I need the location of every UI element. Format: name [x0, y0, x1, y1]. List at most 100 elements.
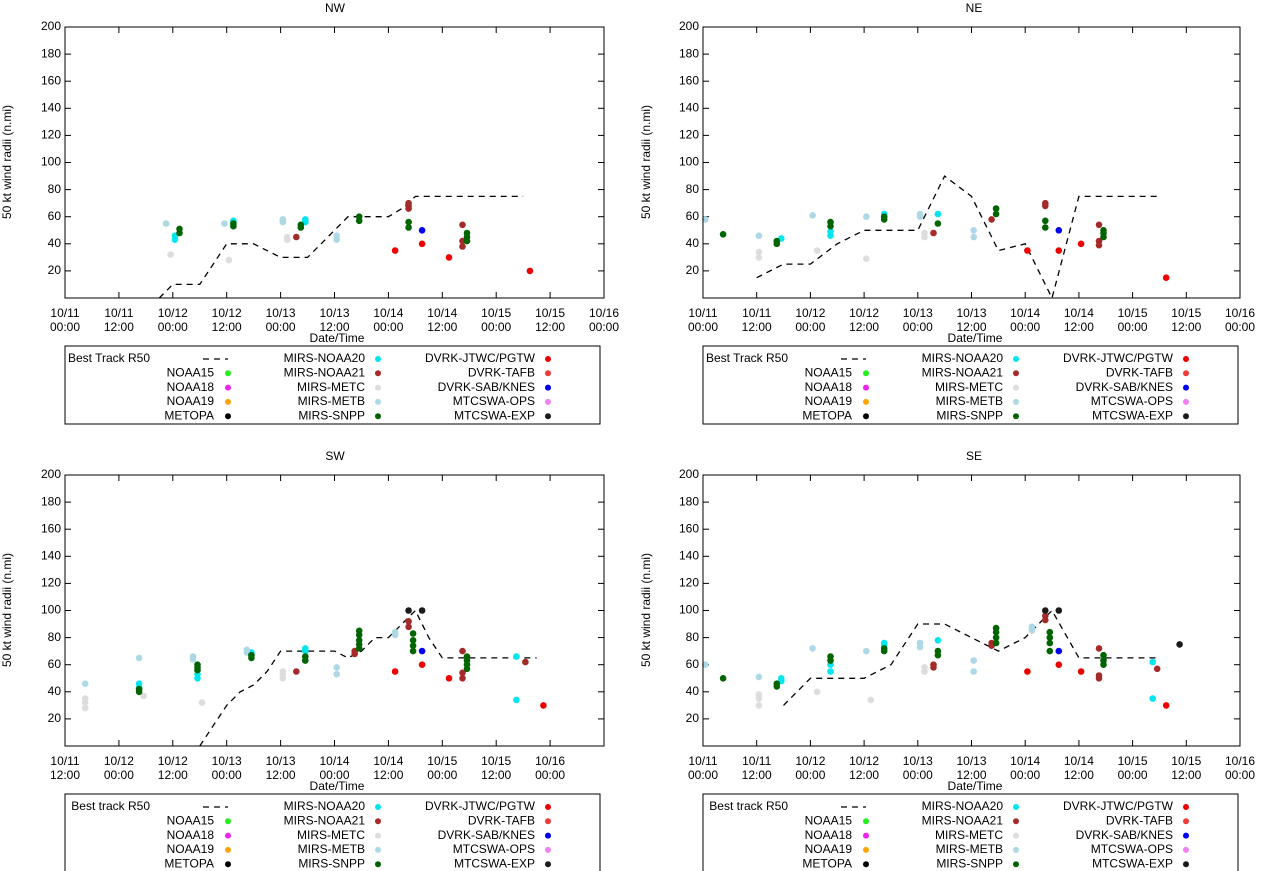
- legend-label-best-track: Best track R50: [71, 799, 150, 813]
- x-tick-label-date: 10/15: [1118, 754, 1148, 768]
- x-tick-label-date: 10/14: [427, 306, 457, 320]
- chart-panel-nw: NW 50 kt wind radii (n.mi) Date/Time 20 40 60…: [0, 1, 619, 425]
- x-tick-label-time: 12:00: [50, 768, 80, 782]
- series-dvrk-jtwc-pgtw: [1024, 240, 1170, 282]
- data-point: [867, 696, 875, 704]
- y-tick-label: 200: [41, 467, 61, 481]
- data-point: [1042, 217, 1049, 225]
- legend-marker: [545, 356, 551, 362]
- legend-label: MTCSWA-OPS: [1091, 842, 1173, 856]
- legend-marker: [375, 370, 381, 377]
- series-mirs-snpp: [135, 627, 471, 696]
- x-tick-label-date: 10/15: [427, 754, 457, 768]
- legend-label: MIRS-NOAA20: [284, 799, 366, 813]
- data-point: [522, 658, 529, 666]
- data-point: [1024, 247, 1031, 254]
- legend-label: MTCSWA-OPS: [453, 394, 535, 408]
- legend-label: NOAA15: [805, 813, 853, 827]
- data-point: [719, 231, 727, 238]
- y-tick-label: 180: [679, 494, 699, 508]
- series-mirs-metc: [755, 627, 1036, 709]
- x-tick-label-date: 10/11: [688, 306, 717, 320]
- data-point: [1077, 668, 1085, 675]
- y-tick-label: 160: [41, 73, 61, 87]
- y-tick-label: 40: [686, 236, 700, 250]
- legend-marker: [1183, 356, 1189, 362]
- data-point: [243, 646, 251, 654]
- chart-title: NE: [966, 1, 983, 15]
- data-point: [81, 680, 89, 687]
- legend-label: DVRK-SAB/KNES: [438, 828, 535, 842]
- data-point: [880, 645, 888, 652]
- legend-label: DVRK-JTWC/PGTW: [425, 351, 536, 365]
- legend-label: MIRS-METB: [936, 394, 1003, 408]
- legend-marker: [863, 398, 869, 405]
- y-tick-label: 40: [48, 684, 62, 698]
- data-point: [405, 199, 412, 207]
- data-point: [970, 227, 977, 234]
- x-tick-label-time: 00:00: [266, 320, 296, 334]
- legend-label: DVRK-JTWC/PGTW: [1063, 799, 1174, 813]
- x-tick-label-date: 10/11: [104, 306, 133, 320]
- legend-label: DVRK-SAB/KNES: [438, 380, 535, 394]
- y-axis-label: 50 kt wind radii (n.mi): [0, 105, 14, 219]
- x-tick-label-date: 10/14: [319, 754, 349, 768]
- legend-label: NOAA19: [167, 394, 215, 408]
- legend-frame: [64, 793, 601, 871]
- data-point: [863, 647, 870, 655]
- y-axis-label: 50 kt wind radii (n.mi): [639, 553, 653, 667]
- y-tick-label: 20: [686, 711, 700, 725]
- legend-label: NOAA15: [167, 365, 215, 379]
- data-point: [248, 651, 255, 659]
- data-point: [540, 702, 547, 709]
- chart-panel-sw: SW 50 kt wind radii (n.mi) Date/Time 20 40 60…: [0, 449, 605, 871]
- data-point: [463, 653, 471, 660]
- x-axis-label: Date/Time: [310, 779, 365, 793]
- x-tick-label-time: 12:00: [1064, 320, 1094, 334]
- series-mirs-metc: [755, 229, 928, 262]
- legend-marker: [1183, 846, 1189, 853]
- data-point: [135, 685, 143, 693]
- data-point: [355, 637, 363, 644]
- legend-label: MIRS-METC: [935, 828, 1003, 842]
- data-point: [930, 229, 937, 237]
- plot-frame: [64, 26, 605, 299]
- series-mirs-snpp: [176, 213, 471, 245]
- data-point: [302, 653, 309, 660]
- data-point: [773, 237, 781, 245]
- x-tick-label-time: 12:00: [956, 320, 986, 334]
- data-point: [1055, 647, 1063, 655]
- data-point: [778, 675, 785, 682]
- x-tick-label-time: 12:00: [104, 320, 134, 334]
- data-point: [140, 692, 147, 700]
- data-point: [284, 233, 291, 241]
- legend-label-best-track: Best Track R50: [706, 351, 788, 365]
- data-point: [333, 232, 341, 239]
- data-point: [1024, 668, 1031, 675]
- data-point: [755, 232, 763, 239]
- y-tick-label: 60: [686, 209, 700, 223]
- data-point: [176, 225, 183, 233]
- data-point: [755, 702, 763, 709]
- data-point: [279, 668, 287, 675]
- legend-marker: [225, 832, 231, 839]
- y-tick-label: 200: [679, 467, 699, 481]
- y-tick-label: 40: [48, 236, 62, 250]
- data-point: [81, 695, 89, 702]
- x-tick-label-date: 10/15: [481, 306, 511, 320]
- x-tick-label-time: 00:00: [1010, 768, 1040, 782]
- legend-marker: [545, 846, 551, 853]
- x-tick-label-time: 00:00: [212, 768, 242, 782]
- data-point: [1055, 247, 1063, 254]
- x-tick-label-time: 12:00: [849, 320, 879, 334]
- x-tick-label-date: 10/13: [266, 754, 296, 768]
- x-tick-label-time: 12:00: [956, 768, 986, 782]
- x-tick-label-date: 10/12: [158, 306, 188, 320]
- data-point: [81, 704, 89, 712]
- legend-label: MIRS-METC: [297, 380, 365, 394]
- legend-label: MIRS-METC: [935, 380, 1003, 394]
- data-point: [1055, 607, 1063, 614]
- y-tick-label: 120: [41, 128, 61, 142]
- y-tick-label: 100: [679, 155, 699, 169]
